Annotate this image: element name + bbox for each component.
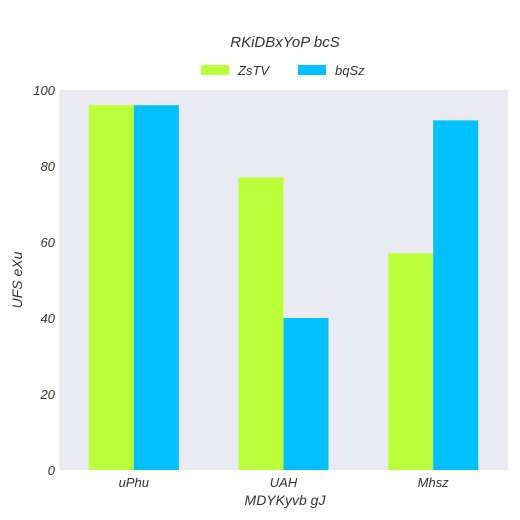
bar-bqSz-uPhu — [133, 105, 179, 470]
legend-swatch-bqSz — [298, 65, 326, 75]
bar-ZsTV-Mhsz — [388, 253, 434, 470]
y-tick-label: 0 — [48, 463, 56, 478]
y-tick-label: 60 — [41, 235, 56, 250]
legend-swatch-ZsTV — [201, 65, 229, 75]
legend-label-ZsTV: ZsTV — [237, 63, 270, 78]
legend-label-bqSz: bqSz — [335, 63, 365, 78]
x-axis-ticks: uPhu UAH Mhsz — [119, 475, 450, 490]
bar-bqSz-UAH — [283, 318, 329, 470]
y-axis-label: UFS eXu — [9, 251, 25, 308]
bars — [88, 105, 479, 471]
y-tick-label: 80 — [41, 159, 56, 174]
bar-ZsTV-uPhu — [88, 105, 134, 470]
x-tick-label: UAH — [270, 475, 298, 490]
legend: ZsTV bqSz — [201, 63, 365, 78]
y-tick-label: 40 — [41, 311, 56, 326]
y-tick-label: 100 — [33, 83, 55, 98]
x-tick-label: Mhsz — [418, 475, 450, 490]
chart-title: RKiDBxYoP bcS — [230, 34, 340, 51]
bar-bqSz-Mhsz — [433, 120, 479, 471]
x-tick-label: uPhu — [119, 475, 149, 490]
x-axis-label: MDYKyvb gJ — [245, 492, 327, 508]
bar-ZsTV-UAH — [238, 177, 284, 470]
y-tick-label: 20 — [40, 387, 56, 402]
y-axis-ticks: 0 20 40 60 80 100 — [33, 83, 55, 478]
